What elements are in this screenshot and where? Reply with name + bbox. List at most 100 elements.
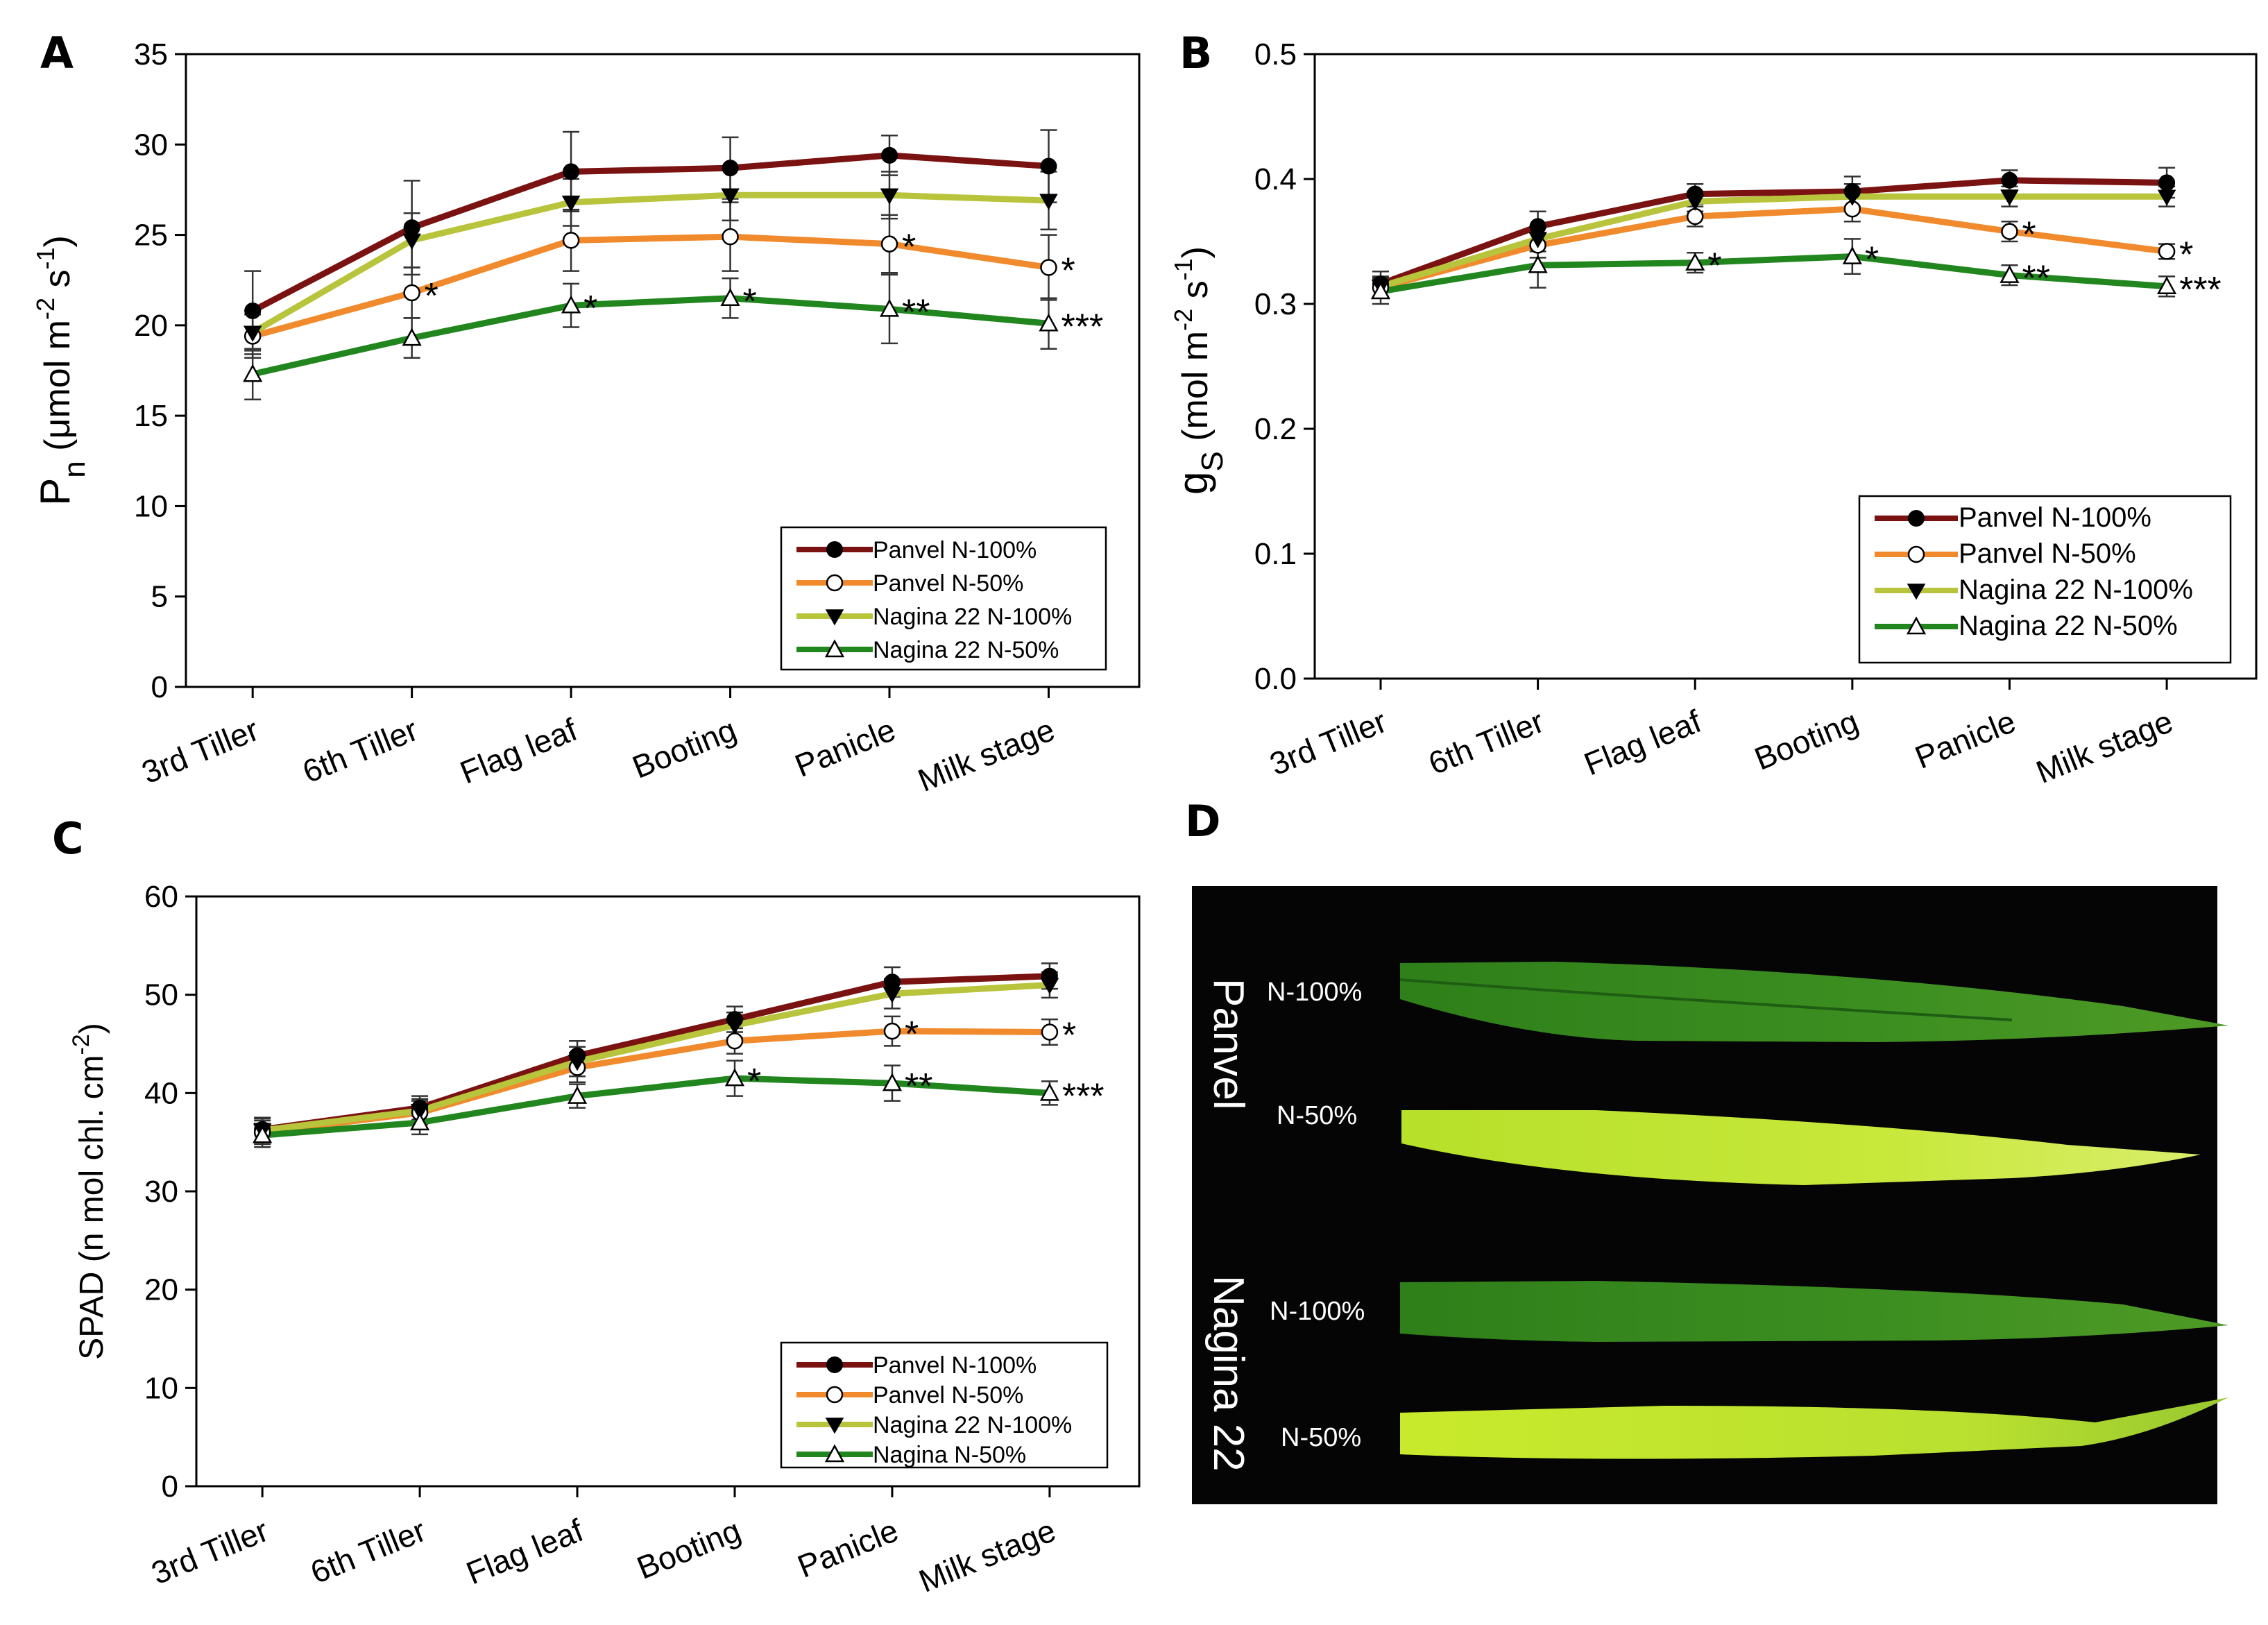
y-tick-label: 0.4	[1254, 162, 1297, 196]
legend-label: Panvel N-50%	[873, 1382, 1023, 1409]
plot-frame	[185, 53, 1141, 688]
leaf-nagina-n50	[1400, 1397, 2228, 1459]
legend-marker	[826, 1356, 843, 1373]
y-tick-label: 40	[144, 1076, 178, 1110]
x-tick-label: 6th Tiller	[305, 1512, 431, 1590]
panel-b-chart: B 0.0 0.1 0.2 0.3 0.4 0.5 3rd Tiller 6th Tiller F…	[1169, 28, 2258, 790]
data-point-nagina_50	[567, 1085, 588, 1104]
y-tick-label: 10	[144, 1371, 178, 1405]
x-tick-label: 6th Tiller	[298, 711, 423, 790]
leaf-label-nagina-n50: N-50%	[1281, 1423, 1361, 1452]
series-line-nagina_100	[1379, 193, 2167, 290]
y-tick-label: 30	[134, 128, 168, 162]
y-tick-label: 15	[134, 399, 168, 433]
legend-marker	[824, 1444, 845, 1463]
significance-label: *	[1061, 250, 1075, 291]
data-point-panvel_50	[726, 1032, 744, 1050]
data-point-panvel_100	[244, 303, 262, 320]
significance-label: **	[902, 292, 930, 332]
panel-c-chart: C 0 10 20 30 40 50 60 3rd Tiller 6th Tiller Flag l…	[52, 813, 1141, 1599]
data-point-nagina_100	[2000, 189, 2019, 206]
panel-letter-d: D	[1185, 796, 1220, 846]
series-line-panvel_50	[1379, 205, 2167, 291]
data-point-panvel_100	[2158, 174, 2176, 192]
y-tick-label: 0.0	[1254, 662, 1297, 696]
significance-label: *	[425, 276, 438, 316]
y-tick-label: 50	[144, 978, 178, 1012]
panel-letter-b: B	[1179, 28, 1212, 78]
data-point-panvel_50	[2001, 223, 2018, 240]
data-point-nagina_50	[1039, 313, 1059, 332]
data-point-nagina_50	[561, 295, 581, 314]
x-tick-label: 6th Tiller	[1424, 703, 1549, 781]
data-point-nagina_100	[568, 1055, 587, 1071]
data-point-nagina_50	[243, 364, 263, 382]
leaf-label-panvel-n100: N-100%	[1267, 978, 1362, 1007]
legend-label: Nagina 22 N-100%	[873, 1412, 1072, 1438]
data-point-nagina_100	[883, 987, 902, 1003]
x-tick-label: Milk stage	[2031, 703, 2177, 790]
significance-label: *	[2179, 235, 2193, 275]
y-tick-label: 30	[144, 1175, 178, 1209]
legend-label: Nagina 22 N-100%	[1959, 575, 2193, 605]
legend-label: Panvel N-100%	[1959, 502, 2151, 533]
data-point-panvel_50	[403, 284, 420, 302]
data-point-nagina_100	[1040, 978, 1059, 995]
series-line-nagina_50	[1380, 253, 2167, 295]
series-line-nagina_50	[262, 1075, 1050, 1139]
y-tick-label: 0	[151, 670, 168, 704]
panel-d-photo: D N-100%	[1185, 796, 2228, 1504]
y-tick-label: 0.5	[1254, 37, 1297, 71]
data-point-panvel_50	[1040, 259, 1057, 276]
data-point-panvel_100	[1040, 158, 1057, 175]
data-point-panvel_100	[881, 146, 898, 164]
x-tick-label: Milk stage	[914, 1512, 1060, 1599]
data-point-panvel_100	[722, 160, 739, 177]
data-point-nagina_50	[720, 288, 740, 307]
data-point-nagina_50	[1528, 255, 1548, 273]
significance-label: **	[905, 1066, 932, 1107]
data-point-nagina_50	[1370, 281, 1391, 300]
data-point-nagina_100	[402, 233, 421, 250]
significance-label: *	[2022, 215, 2036, 255]
legend: Panvel N-100% Panvel N-50% Nagina 22 N-100…	[1858, 495, 2232, 664]
leaf-nagina-n100	[1400, 1281, 2228, 1342]
x-tick-label: Flag leaf	[455, 711, 582, 790]
panel-a-chart: A 0 5 10 15 20 25 30 35 3rd Tiller 6th Tiller Flag …	[31, 28, 1141, 799]
significance-label: **	[2022, 259, 2049, 299]
legend: Panvel N-100% Panvel N-50% Nagina 22 N-100…	[780, 526, 1107, 671]
data-point-nagina_100	[1685, 194, 1705, 211]
data-point-nagina_50	[2000, 264, 2020, 283]
x-tick-label: Flag leaf	[461, 1512, 588, 1591]
data-point-panvel_50	[1041, 1023, 1059, 1041]
legend-label: Nagina 22 N-50%	[873, 637, 1059, 663]
data-point-nagina_50	[1842, 246, 1862, 264]
x-tick-label: Booting	[1749, 703, 1863, 777]
plot-frame	[1313, 53, 2258, 680]
series-line-nagina_100	[262, 982, 1050, 1134]
significance-label: ***	[2179, 270, 2222, 310]
y-tick-label: 35	[134, 37, 168, 71]
data-point-panvel_50	[1686, 207, 1704, 226]
y-tick-label: 0	[162, 1470, 178, 1504]
y-tick-label: 20	[134, 309, 168, 343]
variety-label-panvel: Panvel	[1204, 978, 1252, 1110]
x-tick-label: 3rd Tiller	[1265, 703, 1392, 782]
y-tick-label: 10	[134, 489, 168, 523]
legend-marker	[826, 541, 843, 558]
data-point-nagina_50	[724, 1068, 745, 1087]
legend-label: Panvel N-50%	[1959, 538, 2136, 569]
data-point-nagina_50	[882, 1073, 903, 1091]
data-point-nagina_100	[1528, 232, 1547, 248]
x-tick-label: 3rd Tiller	[146, 1512, 273, 1591]
series-line-nagina_50	[252, 295, 1049, 377]
series-line-nagina_100	[250, 192, 1049, 336]
legend-label: Nagina 22 N-100%	[873, 604, 1072, 630]
x-tick-label: Panicle	[790, 711, 900, 784]
significance-label: *	[1707, 246, 1721, 287]
data-point-nagina_50	[253, 1125, 273, 1143]
data-point-panvel_50	[722, 228, 739, 246]
legend: Panvel N-100% Panvel N-50% Nagina 22 N-100…	[780, 1341, 1109, 1469]
data-point-nagina_100	[410, 1104, 429, 1121]
